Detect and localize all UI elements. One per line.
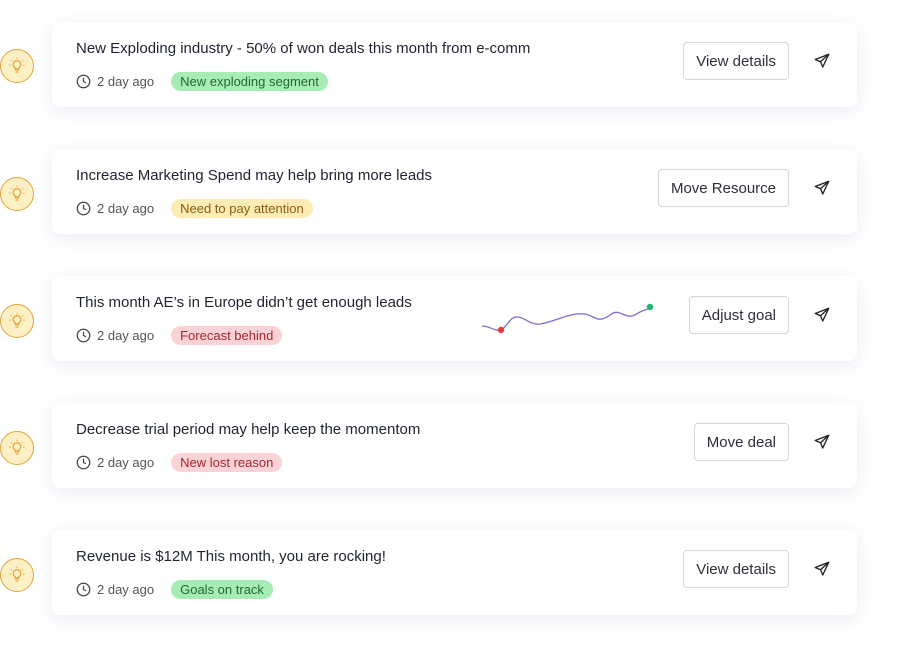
clock-icon [76,455,91,470]
insight-row: Decrease trial period may help keep the … [0,403,900,489]
status-badge: New exploding segment [171,72,328,91]
insight-title: Revenue is $12M This month, you are rock… [76,548,386,565]
insight-card: Increase Marketing Spend may help bring … [52,149,857,234]
status-badge: Forecast behind [171,326,283,345]
sparkline-end-point [646,303,654,311]
insight-title: This month AE’s in Europe didn’t get eno… [76,294,412,311]
lightbulb-icon [0,304,34,338]
lightbulb-icon [0,558,34,592]
insight-row: Revenue is $12M This month, you are rock… [0,530,900,616]
insight-card: Revenue is $12M This month, you are rock… [52,530,857,615]
insight-row: This month AE’s in Europe didn’t get eno… [0,276,900,362]
sparkline-start-point [497,326,505,334]
send-icon[interactable] [813,52,831,70]
lightbulb-icon [0,431,34,465]
insight-card: This month AE’s in Europe didn’t get eno… [52,276,857,361]
insight-row: New Exploding industry - 50% of won deal… [0,22,900,108]
insight-title: Decrease trial period may help keep the … [76,421,421,438]
send-icon[interactable] [813,433,831,451]
sparkline [481,303,654,334]
status-badge: Need to pay attention [171,199,313,218]
insight-title: Increase Marketing Spend may help bring … [76,167,433,184]
action-button[interactable]: Adjust goal [688,296,789,334]
action-button[interactable]: View details [683,42,789,80]
timestamp: 2 day ago [97,328,155,343]
insight-row: Increase Marketing Spend may help bring … [0,149,900,235]
timestamp: 2 day ago [97,74,155,89]
action-button[interactable]: Move deal [693,423,789,461]
clock-icon [76,582,91,597]
timestamp: 2 day ago [97,582,155,597]
clock-icon [76,328,91,343]
timestamp: 2 day ago [97,201,155,216]
lightbulb-icon [0,177,34,211]
sparkline-line [481,307,651,332]
status-badge: New lost reason [171,453,283,472]
action-button[interactable]: Move Resource [657,169,789,207]
insight-card: Decrease trial period may help keep the … [52,403,857,488]
insight-title: New Exploding industry - 50% of won deal… [76,40,531,57]
send-icon[interactable] [813,306,831,324]
insight-card: New Exploding industry - 50% of won deal… [52,22,857,107]
action-button[interactable]: View details [683,550,789,588]
lightbulb-icon [0,49,34,83]
clock-icon [76,74,91,89]
clock-icon [76,201,91,216]
timestamp: 2 day ago [97,455,155,470]
status-badge: Goals on track [171,580,273,599]
send-icon[interactable] [813,179,831,197]
send-icon[interactable] [813,560,831,578]
